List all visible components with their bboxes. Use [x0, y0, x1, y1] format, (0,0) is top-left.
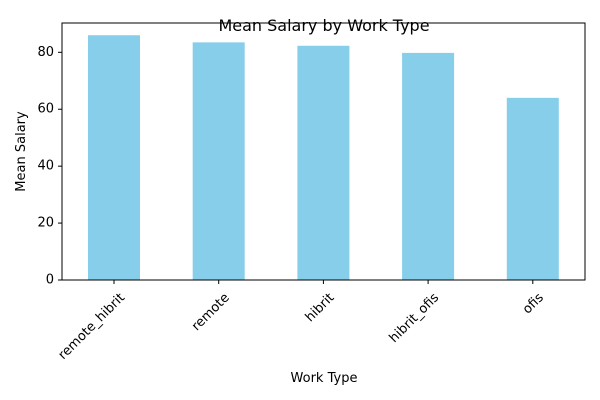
- x-axis-ticks: remote_hibrit remote hibrit hibrit_ofis ofis: [56, 280, 547, 363]
- x-tick-label: ofis: [520, 290, 547, 317]
- x-tick-label: remote: [189, 290, 233, 334]
- bars-group: [88, 35, 559, 280]
- bar-hibrit: [297, 45, 350, 280]
- x-tick-label: hibrit_ofis: [387, 290, 443, 346]
- y-tick-label: 0: [46, 273, 54, 288]
- bar-ofis: [506, 97, 559, 280]
- x-tick-label: remote_hibrit: [56, 290, 128, 362]
- y-axis-ticks: 0 20 40 60 80: [37, 45, 62, 288]
- y-tick-label: 40: [37, 159, 54, 174]
- bar-hibrit-ofis: [402, 52, 455, 280]
- bar-remote: [192, 42, 245, 280]
- y-tick-label: 20: [37, 216, 54, 231]
- x-axis-label: Work Type: [291, 371, 358, 386]
- bar-remote-hibrit: [88, 35, 140, 280]
- y-tick-label: 60: [37, 102, 54, 117]
- y-tick-label: 80: [37, 45, 54, 60]
- chart-title: Mean Salary by Work Type: [218, 16, 429, 35]
- y-axis-label: Mean Salary: [14, 111, 29, 192]
- x-tick-label: hibrit: [303, 290, 338, 325]
